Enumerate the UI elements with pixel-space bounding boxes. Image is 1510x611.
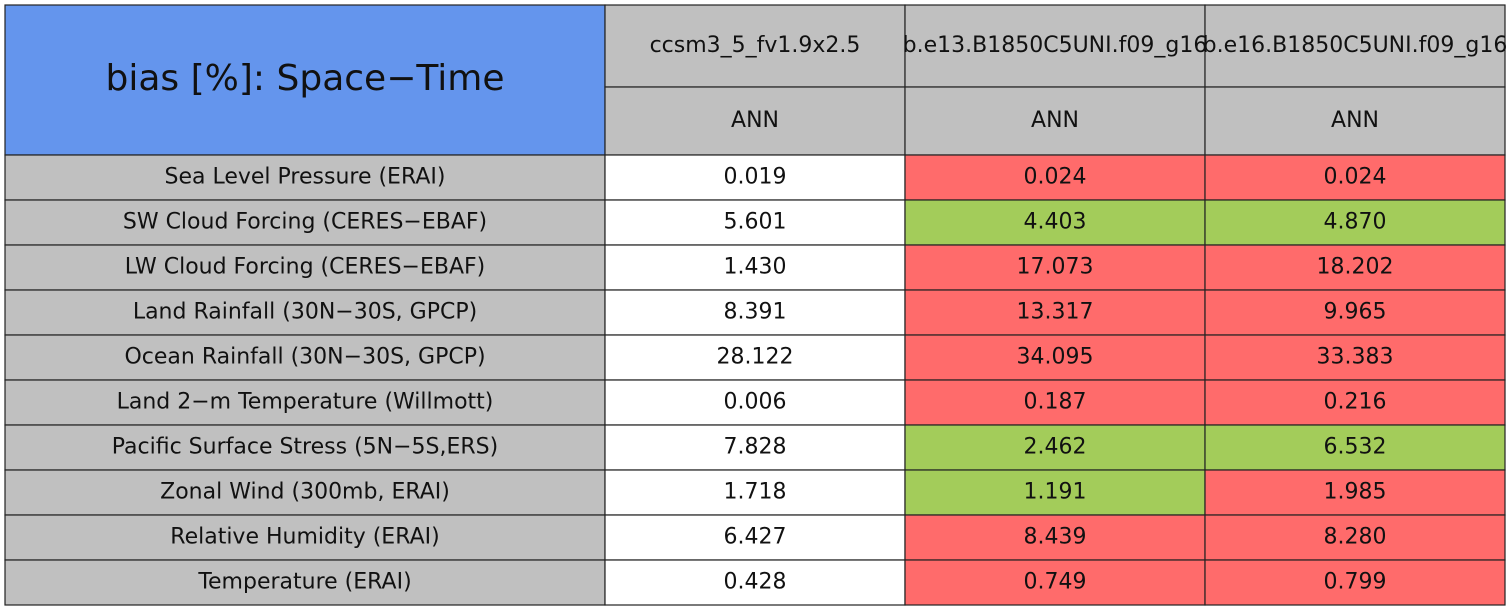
value-cell (1204, 514, 1506, 561)
cell-value: 5.601 (724, 210, 787, 235)
row-label: Pacific Surface Stress (5N−5S,ERS) (112, 435, 498, 460)
column-header: b.e13.B1850C5UNI.f09_g16 (903, 33, 1208, 58)
value-cell (904, 154, 1206, 201)
cell-value: 13.317 (1017, 300, 1094, 325)
cell-value: 0.799 (1324, 570, 1387, 595)
cell-value: 4.403 (1024, 210, 1087, 235)
value-cell (604, 244, 906, 291)
value-cell (1204, 199, 1506, 246)
cell-value: 0.216 (1324, 390, 1387, 415)
value-cell (604, 379, 906, 426)
cell-value: 0.428 (724, 570, 787, 595)
cell-value: 0.187 (1024, 390, 1087, 415)
cell-value: 28.122 (717, 345, 794, 370)
cell-value: 0.749 (1024, 570, 1087, 595)
cell-value: 8.439 (1024, 525, 1087, 550)
value-cell (604, 289, 906, 336)
cell-value: 0.024 (1024, 165, 1087, 190)
value-cell (1204, 559, 1506, 606)
cell-value: 4.870 (1324, 210, 1387, 235)
value-cell (1204, 289, 1506, 336)
cell-value: 8.280 (1324, 525, 1387, 550)
cell-value: 7.828 (724, 435, 787, 460)
value-cell (904, 289, 1206, 336)
row-label-cell (4, 469, 606, 516)
row-label-cell (4, 379, 606, 426)
row-label-cell (4, 244, 606, 291)
cell-value: 0.006 (724, 390, 787, 415)
cells (4, 4, 1506, 606)
row-label-cell (4, 199, 606, 246)
value-cell (904, 514, 1206, 561)
subheader: ANN (1331, 108, 1379, 133)
row-label: Relative Humidity (ERAI) (170, 525, 439, 550)
cell-value: 0.019 (724, 165, 787, 190)
value-cell (1204, 334, 1506, 381)
cell-value: 1.985 (1324, 480, 1387, 505)
value-cell (604, 469, 906, 516)
value-cell (1204, 244, 1506, 291)
column-header-cell (1204, 4, 1506, 88)
column-header-cell (604, 4, 906, 88)
title-cell (4, 4, 606, 156)
value-cell (904, 559, 1206, 606)
row-label: SW Cloud Forcing (CERES−EBAF) (123, 210, 487, 235)
row-label: Sea Level Pressure (ERAI) (165, 165, 446, 190)
cell-value: 1.430 (724, 255, 787, 280)
subheader-cell (604, 86, 906, 156)
cell-value: 1.718 (724, 480, 787, 505)
column-header-cell (904, 4, 1206, 88)
cell-value: 6.532 (1324, 435, 1387, 460)
row-label: Land Rainfall (30N−30S, GPCP) (133, 300, 477, 325)
value-cell (604, 334, 906, 381)
column-header: b.e16.B1850C5UNI.f09_g16 (1203, 33, 1508, 58)
cell-value: 9.965 (1324, 300, 1387, 325)
cell-value: 18.202 (1317, 255, 1394, 280)
row-label-cell (4, 514, 606, 561)
row-label: Land 2−m Temperature (Willmott) (117, 390, 494, 415)
cell-value: 33.383 (1317, 345, 1394, 370)
value-cell (1204, 379, 1506, 426)
subheader-cell (904, 86, 1206, 156)
value-cell (904, 244, 1206, 291)
value-cell (1204, 154, 1506, 201)
cell-value: 6.427 (724, 525, 787, 550)
value-cell (904, 199, 1206, 246)
row-label: Temperature (ERAI) (197, 570, 411, 595)
cell-value: 1.191 (1024, 480, 1087, 505)
cell-value: 34.095 (1017, 345, 1094, 370)
row-label-cell (4, 154, 606, 201)
cell-value: 17.073 (1017, 255, 1094, 280)
value-cell (604, 559, 906, 606)
row-label: Ocean Rainfall (30N−30S, GPCP) (124, 345, 485, 370)
cell-value: 2.462 (1024, 435, 1087, 460)
column-header: ccsm3_5_fv1.9x2.5 (650, 33, 861, 58)
value-cell (1204, 469, 1506, 516)
subheader: ANN (731, 108, 779, 133)
subheader: ANN (1031, 108, 1079, 133)
value-cell (904, 469, 1206, 516)
row-label: Zonal Wind (300mb, ERAI) (160, 480, 450, 505)
title: bias [%]: Space−Time (106, 58, 505, 99)
cell-value: 8.391 (724, 300, 787, 325)
texts: bias [%]: Space−Time ccsm3_5_fv1.9x2.5 ANN… (106, 33, 1508, 595)
row-label-cell (4, 289, 606, 336)
cell-value: 0.024 (1324, 165, 1387, 190)
row-label: LW Cloud Forcing (CERES−EBAF) (125, 255, 486, 280)
